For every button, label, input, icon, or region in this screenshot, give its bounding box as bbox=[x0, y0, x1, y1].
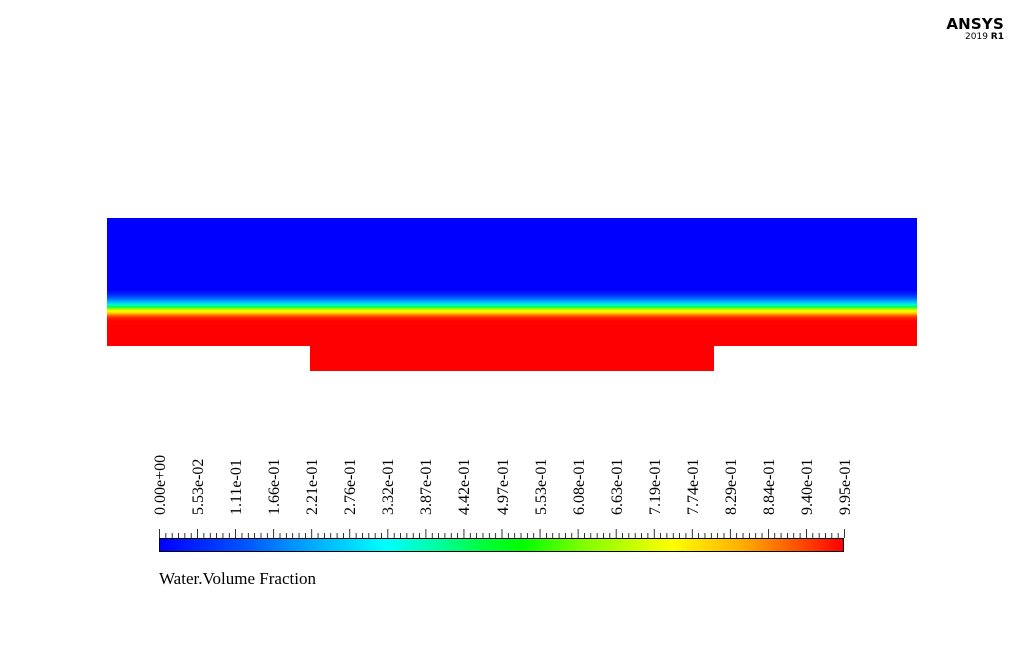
legend-tick-label: 8.84e-01 bbox=[760, 458, 778, 515]
legend-title: Water.Volume Fraction bbox=[159, 569, 316, 588]
legend-tick-label: 2.21e-01 bbox=[304, 458, 322, 515]
contour-domain-lower bbox=[310, 346, 714, 371]
legend-minor-ticks bbox=[159, 529, 845, 538]
legend-tick-label: 1.11e-01 bbox=[228, 459, 246, 515]
legend-tick-label: 5.53e-01 bbox=[532, 458, 550, 515]
version-label: 2019 R1 bbox=[946, 32, 1004, 43]
legend-tick-label: 7.74e-01 bbox=[684, 458, 702, 515]
ansys-logo: ANSYS 2019 R1 bbox=[946, 16, 1004, 43]
version-release: R1 bbox=[990, 32, 1004, 42]
legend-tick-label: 9.95e-01 bbox=[837, 458, 854, 515]
legend-tick-label: 6.08e-01 bbox=[570, 458, 588, 515]
legend-tick-label: 5.53e-02 bbox=[190, 458, 208, 515]
legend-tick-label: 0.00e+00 bbox=[152, 454, 169, 515]
ansys-logo-text: ANSYS bbox=[946, 15, 1004, 33]
contour-domain-upper bbox=[107, 218, 917, 346]
legend-tick-label: 3.32e-01 bbox=[380, 458, 398, 515]
version-year: 2019 bbox=[965, 32, 988, 42]
legend-tick-label: 3.87e-01 bbox=[418, 458, 436, 515]
legend-tick-label: 4.42e-01 bbox=[456, 458, 474, 515]
legend-tick-label: 4.97e-01 bbox=[494, 458, 512, 515]
legend-tick-label: 9.40e-01 bbox=[798, 458, 816, 515]
legend-tick-label: 1.66e-01 bbox=[266, 458, 284, 515]
legend-tick-label: 7.19e-01 bbox=[646, 458, 664, 515]
legend-tick-label: 2.76e-01 bbox=[342, 458, 360, 515]
legend-tick-label: 6.63e-01 bbox=[608, 458, 626, 515]
legend-colorbar bbox=[159, 538, 844, 552]
legend-tick-label: 8.29e-01 bbox=[722, 458, 740, 515]
